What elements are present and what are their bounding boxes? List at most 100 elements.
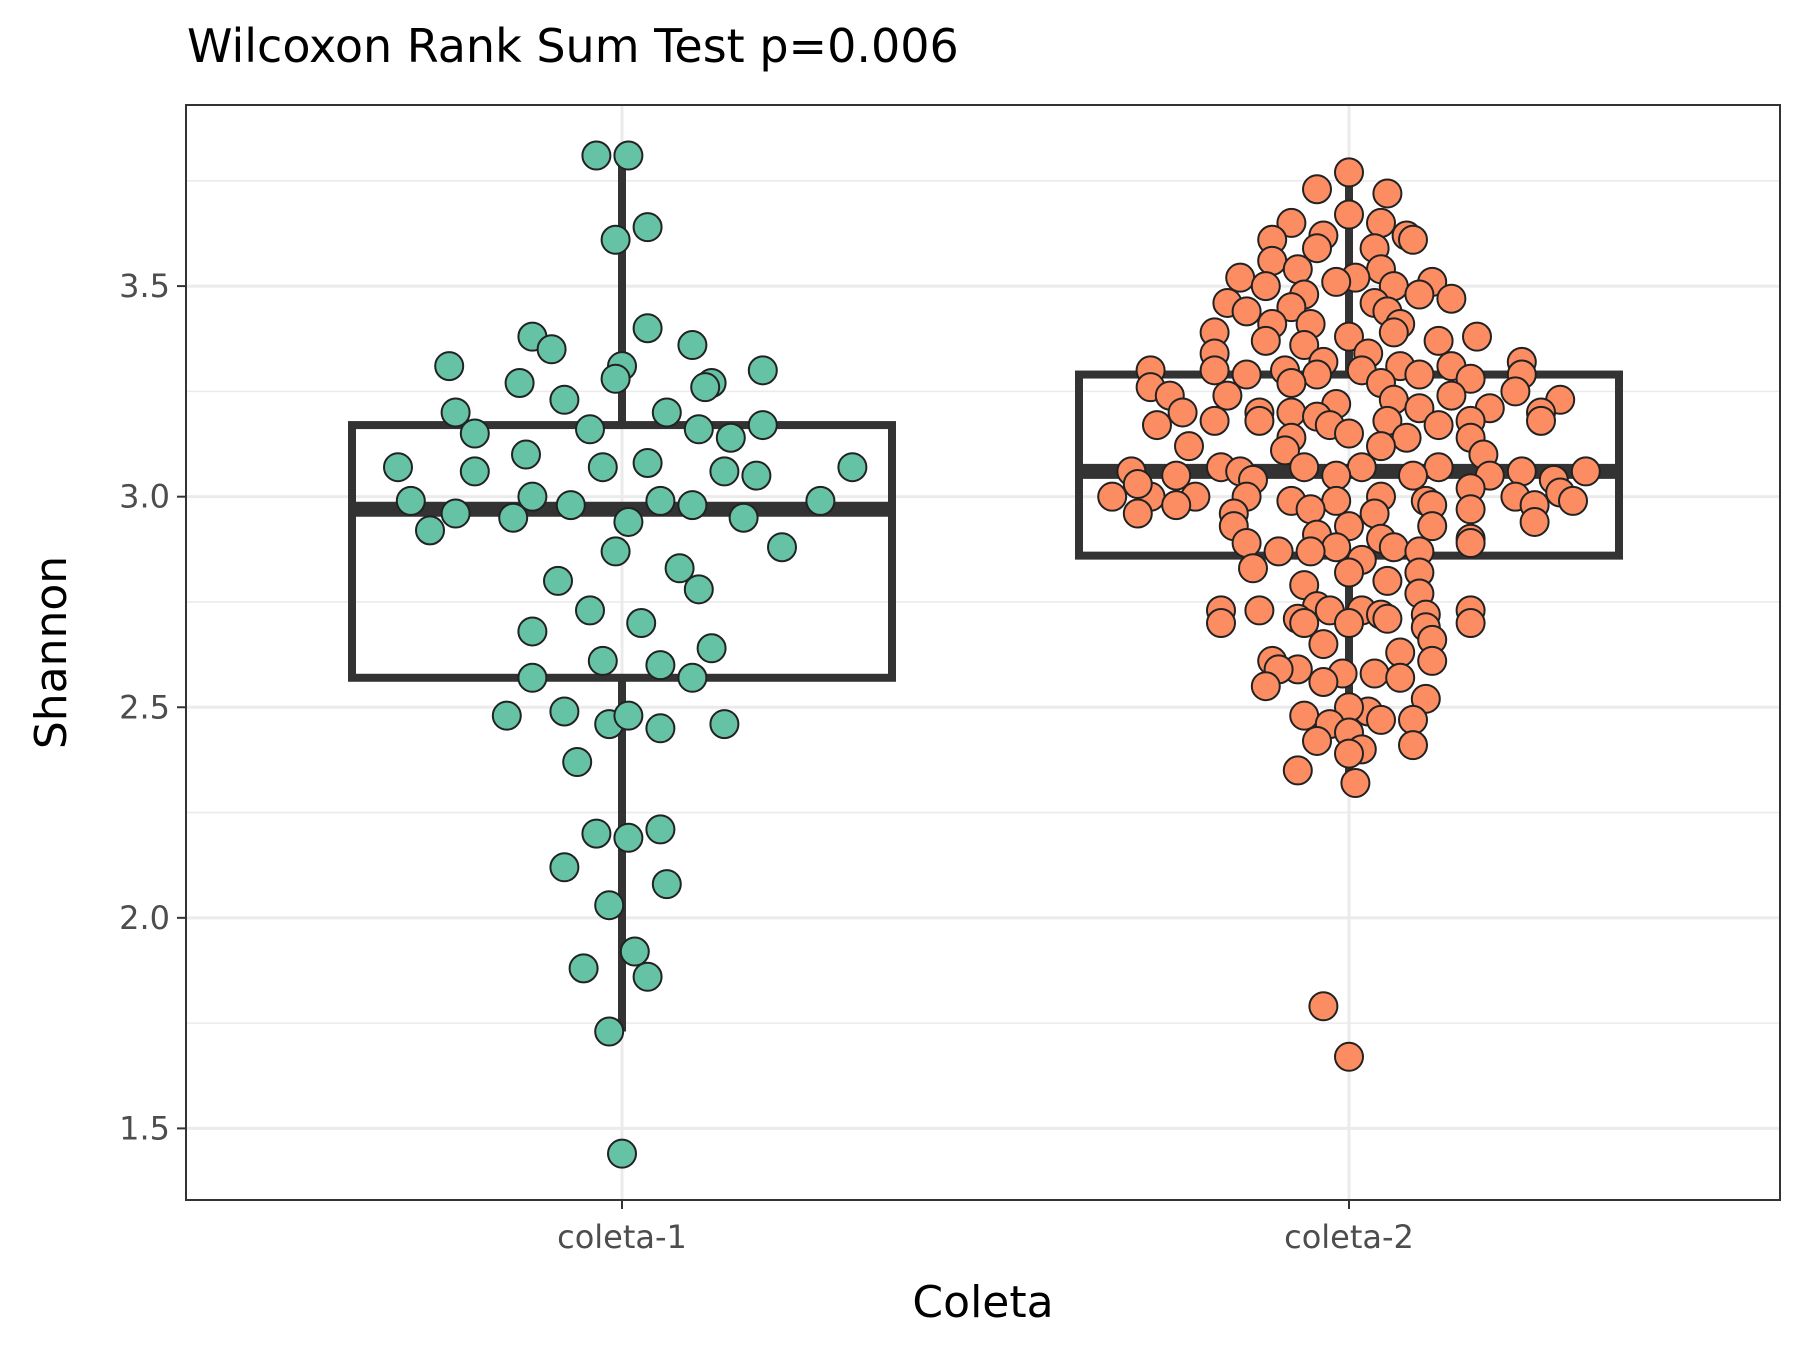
data-point	[1417, 511, 1448, 542]
data-point	[1302, 233, 1332, 264]
data-point	[715, 422, 746, 453]
data-point	[575, 595, 605, 626]
data-point	[1263, 536, 1294, 567]
data-point	[632, 447, 663, 478]
data-point	[747, 410, 778, 441]
point-layer	[383, 140, 1601, 1169]
data-point	[1398, 224, 1428, 255]
data-point	[517, 481, 548, 512]
data-point	[664, 553, 695, 584]
data-point	[434, 351, 465, 382]
data-point	[1404, 393, 1435, 424]
data-point	[1122, 469, 1153, 500]
data-point	[1526, 405, 1556, 436]
data-point	[1455, 528, 1486, 558]
data-point	[1122, 498, 1153, 529]
data-point	[1359, 658, 1390, 689]
data-point	[1282, 755, 1313, 786]
data-point	[1250, 325, 1281, 356]
data-point	[517, 616, 548, 647]
data-point	[459, 456, 490, 487]
y-tick-label: 2.5	[119, 688, 170, 726]
data-point	[491, 700, 522, 731]
data-point	[677, 662, 708, 693]
data-point	[1423, 452, 1454, 483]
data-point	[1167, 397, 1198, 428]
data-point	[645, 713, 676, 744]
data-point	[1455, 363, 1486, 394]
data-point	[1423, 410, 1454, 441]
data-point	[1295, 536, 1326, 567]
x-tick-label: coleta-1	[557, 1218, 687, 1256]
data-point	[767, 532, 797, 563]
box-iqr	[348, 421, 896, 682]
data-point	[1244, 595, 1275, 626]
data-point	[677, 330, 708, 361]
data-point	[1423, 325, 1454, 356]
data-point	[555, 490, 586, 521]
data-point	[1436, 380, 1467, 411]
data-point	[600, 224, 631, 255]
data-point	[1161, 490, 1192, 521]
y-tick-label: 3.5	[119, 267, 170, 305]
data-point	[575, 414, 605, 445]
data-point	[1295, 494, 1326, 525]
data-point	[1244, 405, 1275, 436]
data-point	[1455, 494, 1486, 525]
data-point	[594, 890, 625, 921]
data-point	[1334, 418, 1364, 449]
data-point	[415, 515, 445, 546]
data-point	[1276, 292, 1307, 323]
data-point	[1558, 485, 1588, 516]
data-point	[632, 212, 663, 243]
data-point	[1142, 410, 1172, 441]
data-point	[1378, 317, 1409, 348]
data-point	[1366, 207, 1396, 238]
data-point	[395, 485, 426, 516]
data-point	[741, 460, 772, 491]
data-point	[587, 452, 618, 483]
data-point	[1404, 279, 1435, 310]
panel-border	[185, 104, 1781, 1201]
data-point	[1321, 266, 1352, 297]
data-point	[613, 822, 644, 853]
data-point	[549, 696, 580, 727]
data-point	[837, 452, 868, 483]
y-tick-label: 1.5	[119, 1109, 170, 1147]
data-point	[1366, 704, 1396, 735]
y-tick-label: 3.0	[119, 478, 170, 516]
data-point	[549, 384, 580, 415]
data-point	[1391, 422, 1422, 453]
data-point	[1257, 245, 1288, 276]
data-point	[1225, 262, 1256, 293]
data-point	[626, 608, 657, 639]
data-point	[1231, 296, 1262, 327]
data-point	[805, 485, 836, 516]
axes: 1.5 2.0 2.5 3.0 3.5 coleta-1 coleta-2	[119, 267, 1414, 1256]
data-point	[1289, 700, 1320, 731]
data-point	[651, 397, 682, 428]
chart-title: Wilcoxon Rank Sum Test p=0.006	[187, 19, 959, 73]
data-point	[1289, 330, 1320, 361]
data-point	[1334, 199, 1364, 230]
data-point	[1359, 498, 1390, 529]
data-point	[600, 536, 631, 567]
data-point	[1398, 704, 1428, 735]
data-point	[1308, 991, 1339, 1022]
x-tick-label: coleta-2	[1284, 1218, 1414, 1256]
data-point	[619, 936, 650, 967]
data-point	[1346, 452, 1377, 483]
data-point	[1334, 1041, 1364, 1072]
data-point	[1250, 271, 1281, 302]
data-point	[709, 456, 740, 487]
data-point	[1161, 460, 1192, 491]
data-point	[543, 565, 573, 596]
data-point	[1398, 730, 1428, 761]
data-point	[677, 490, 708, 521]
data-point	[1404, 359, 1435, 390]
data-point	[1276, 207, 1307, 238]
data-point	[1302, 359, 1332, 390]
data-point	[1385, 637, 1416, 668]
data-point	[581, 818, 612, 849]
